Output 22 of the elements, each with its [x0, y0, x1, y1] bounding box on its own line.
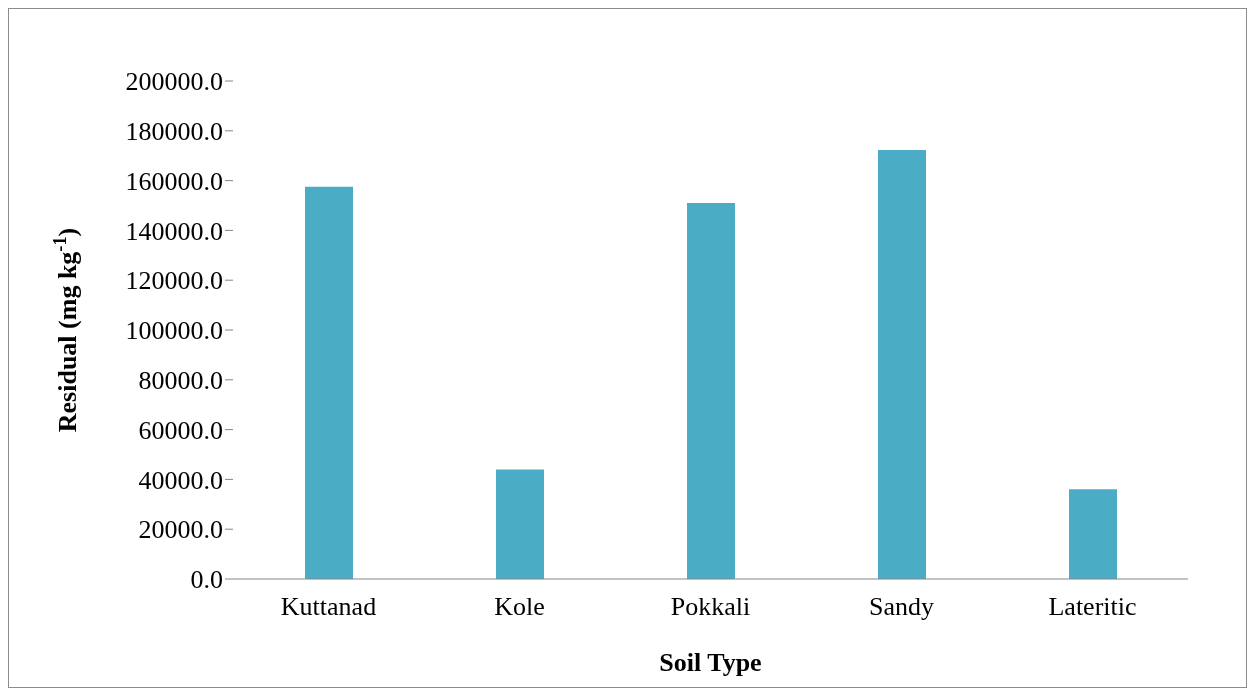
x-tick-label: Pokkali [670, 592, 751, 622]
bar [878, 149, 926, 579]
bar [496, 469, 544, 579]
y-tick-label: 120000.0 [125, 266, 223, 296]
x-axis-title: Soil Type [659, 648, 762, 677]
y-tick-label: 100000.0 [125, 316, 223, 346]
bar [305, 186, 353, 579]
bar [687, 203, 735, 579]
y-tick-label: 180000.0 [125, 117, 223, 147]
y-tick-label: 160000.0 [125, 166, 223, 196]
y-tick-label: 60000.0 [138, 415, 223, 445]
y-tick-label: 20000.0 [138, 515, 223, 545]
x-tick-label: Lateritic [1048, 592, 1137, 622]
y-tick-label: 200000.0 [125, 67, 223, 97]
y-tick-label: 140000.0 [125, 216, 223, 246]
y-tick-label: 40000.0 [138, 465, 223, 495]
y-tick-label: 80000.0 [138, 366, 223, 396]
x-tick-label: Kuttanad [280, 592, 377, 622]
bar [1069, 489, 1117, 579]
x-tick-label: Kole [494, 592, 545, 622]
y-tick-label: 0.0 [190, 565, 223, 595]
x-tick-label: Sandy [869, 592, 934, 622]
